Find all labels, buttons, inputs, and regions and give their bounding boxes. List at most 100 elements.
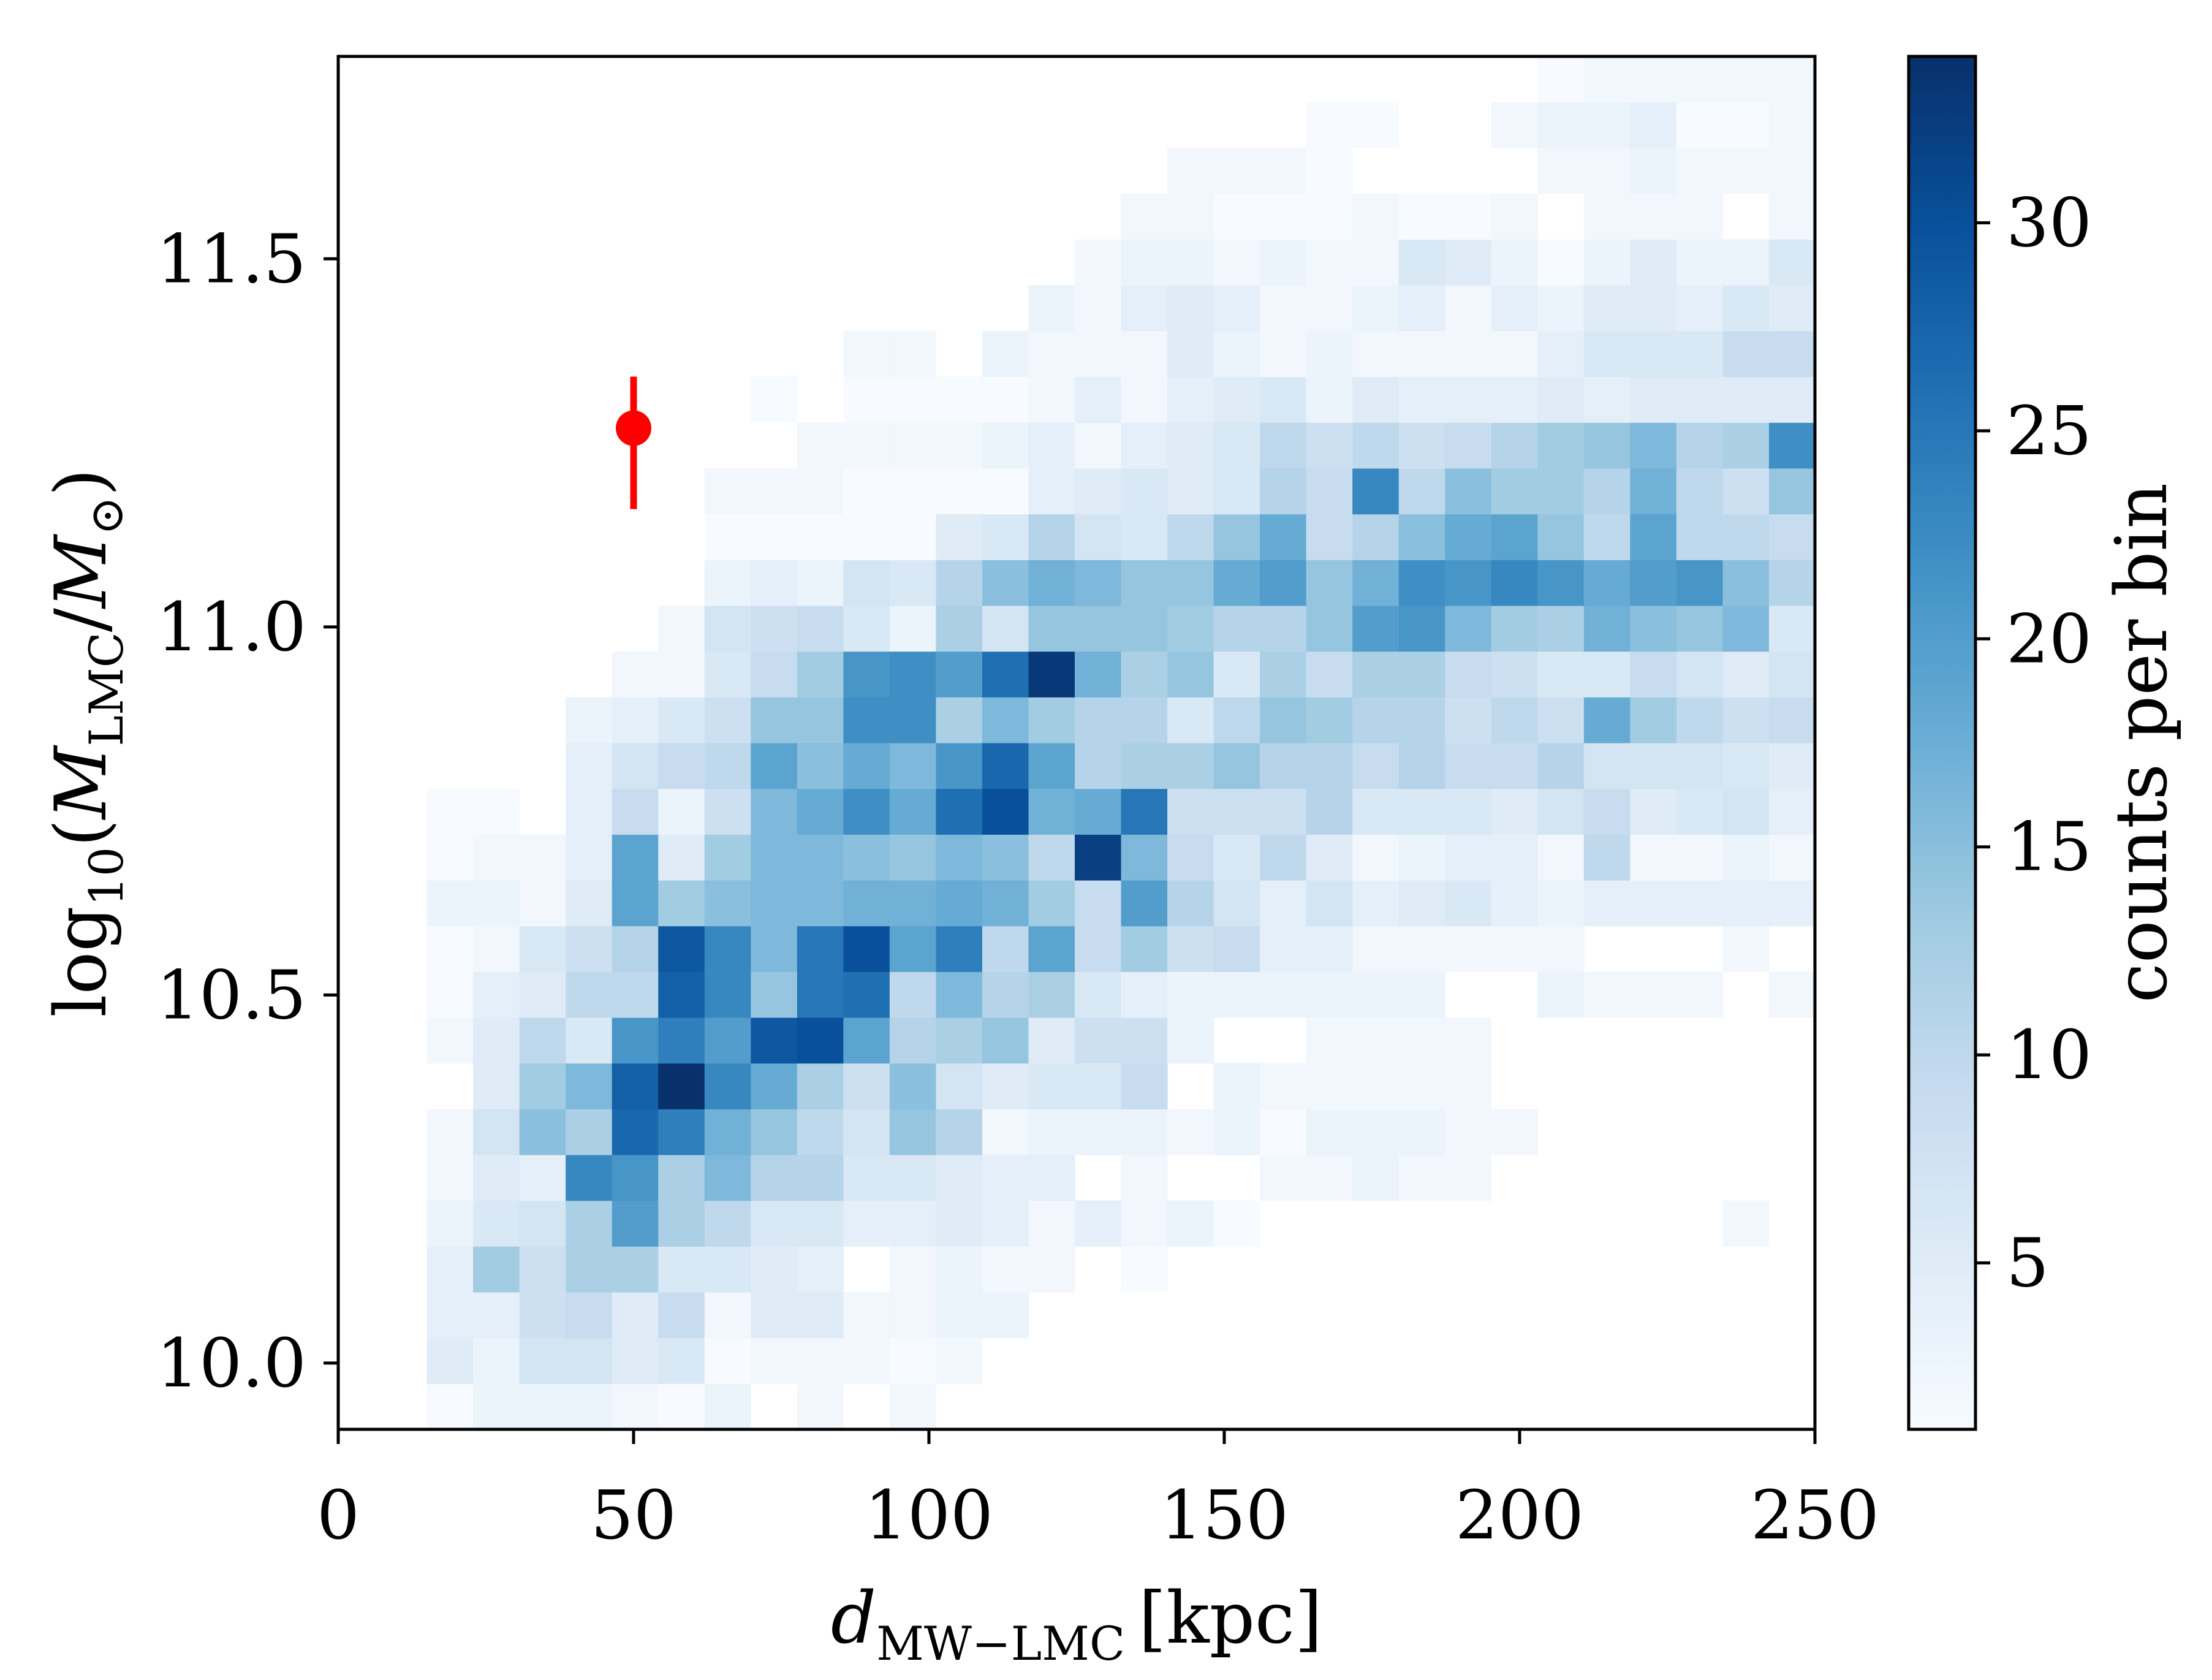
heatmap-cell bbox=[1352, 560, 1400, 606]
heatmap-cell bbox=[751, 376, 798, 423]
heatmap-cell bbox=[1676, 56, 1724, 103]
heatmap-cell bbox=[1583, 285, 1631, 332]
heatmap-cell bbox=[889, 1017, 937, 1064]
y-axis-label-den: M bbox=[40, 533, 123, 609]
y-axis-label-num: M bbox=[40, 744, 123, 820]
heatmap-cell bbox=[751, 1246, 798, 1293]
heatmap-cell bbox=[1121, 422, 1168, 469]
x-tick-label: 50 bbox=[591, 1476, 676, 1554]
heatmap-cell bbox=[473, 971, 520, 1018]
heatmap-cell bbox=[566, 971, 613, 1018]
heatmap-cell bbox=[1491, 834, 1538, 881]
heatmap-cell bbox=[1445, 697, 1492, 743]
y-axis-label-open: ( bbox=[40, 819, 123, 846]
heatmap-cell bbox=[843, 651, 890, 697]
heatmap-cell bbox=[704, 468, 751, 515]
heatmap-cell bbox=[1167, 834, 1214, 881]
heatmap-cell bbox=[426, 788, 474, 835]
heatmap-cell bbox=[751, 1154, 798, 1201]
heatmap-cell bbox=[1445, 926, 1492, 972]
heatmap-cell bbox=[843, 422, 890, 469]
heatmap-cell bbox=[751, 788, 798, 835]
heatmap-cell bbox=[658, 1337, 705, 1384]
heatmap-cell bbox=[658, 834, 705, 881]
heatmap-cell bbox=[982, 1200, 1029, 1247]
heatmap-cell bbox=[1445, 376, 1492, 423]
heatmap-cell bbox=[1630, 148, 1677, 194]
heatmap-cell bbox=[1722, 1200, 1770, 1247]
heatmap-cell bbox=[1167, 926, 1214, 972]
heatmap-cell bbox=[1676, 651, 1724, 697]
heatmap-cell bbox=[426, 1017, 474, 1064]
heatmap-cell bbox=[1722, 834, 1770, 881]
heatmap-cell bbox=[1630, 102, 1677, 148]
heatmap-cell bbox=[889, 971, 937, 1018]
heatmap-cells bbox=[426, 56, 1816, 1430]
heatmap-cell bbox=[612, 834, 659, 881]
heatmap-cell bbox=[889, 926, 937, 972]
x-tick-label: 100 bbox=[865, 1476, 993, 1554]
heatmap-cell bbox=[1306, 193, 1353, 240]
heatmap-cell bbox=[1398, 971, 1445, 1018]
heatmap-cell bbox=[797, 697, 844, 743]
heatmap-cell bbox=[1167, 239, 1214, 286]
heatmap-cell bbox=[1352, 1017, 1400, 1064]
heatmap-cell bbox=[1537, 697, 1585, 743]
heatmap-cell bbox=[1583, 880, 1631, 927]
heatmap-cell bbox=[1398, 926, 1445, 972]
heatmap-cell bbox=[1306, 1063, 1353, 1109]
heatmap-cell bbox=[658, 1200, 705, 1247]
heatmap-cell bbox=[1768, 514, 1816, 560]
colorbar-label: counts per bin bbox=[2100, 483, 2183, 1003]
heatmap-cell bbox=[1352, 285, 1400, 332]
heatmap-cell bbox=[1630, 239, 1677, 286]
heatmap-cell bbox=[982, 468, 1029, 515]
heatmap-cell bbox=[1722, 788, 1770, 835]
heatmap-cell bbox=[1676, 788, 1724, 835]
heatmap-cell bbox=[1491, 422, 1538, 469]
heatmap-cell bbox=[1075, 422, 1122, 469]
heatmap-cell bbox=[473, 788, 520, 835]
heatmap-cell bbox=[843, 1200, 890, 1247]
heatmap-cell bbox=[1676, 742, 1724, 789]
heatmap-cell bbox=[1213, 422, 1260, 469]
heatmap-cell bbox=[1491, 605, 1538, 652]
heatmap-cell bbox=[1028, 834, 1075, 881]
heatmap-cell bbox=[843, 834, 890, 881]
heatmap-cell bbox=[1260, 239, 1307, 286]
heatmap-cell bbox=[612, 926, 659, 972]
heatmap-cell bbox=[1306, 376, 1353, 423]
heatmap-cell bbox=[1306, 834, 1353, 881]
heatmap-cell bbox=[889, 880, 937, 927]
heatmap-cell bbox=[843, 330, 890, 378]
heatmap-cell bbox=[1583, 834, 1631, 881]
heatmap-cell bbox=[797, 1063, 844, 1109]
heatmap-cell bbox=[797, 1200, 844, 1247]
heatmap-cell bbox=[1306, 239, 1353, 286]
heatmap-cell bbox=[1306, 742, 1353, 789]
heatmap-cell bbox=[1028, 880, 1075, 927]
heatmap-cell bbox=[1213, 1063, 1260, 1109]
heatmap-cell bbox=[982, 697, 1029, 743]
heatmap-cell bbox=[1676, 422, 1724, 469]
heatmap-cell bbox=[1306, 285, 1353, 332]
heatmap-cell bbox=[1260, 834, 1307, 881]
heatmap-cell bbox=[1491, 880, 1538, 927]
heatmap-cell bbox=[797, 1291, 844, 1339]
heatmap-cell bbox=[658, 1383, 705, 1430]
heatmap-cell bbox=[1630, 651, 1677, 697]
heatmap-cell bbox=[751, 926, 798, 972]
heatmap-cell bbox=[612, 880, 659, 927]
heatmap-cell bbox=[1352, 1154, 1400, 1201]
heatmap-cell bbox=[797, 422, 844, 469]
heatmap-cell bbox=[1722, 468, 1770, 515]
heatmap-cell bbox=[1352, 834, 1400, 881]
heatmap-cell bbox=[1676, 697, 1724, 743]
heatmap-cell bbox=[1260, 514, 1307, 560]
heatmap-cell bbox=[612, 971, 659, 1018]
heatmap-cell bbox=[1398, 239, 1445, 286]
heatmap-cell bbox=[1352, 605, 1400, 652]
y-tick-label: 11.5 bbox=[156, 219, 306, 298]
heatmap-cell bbox=[566, 1154, 613, 1201]
heatmap-cell bbox=[1398, 651, 1445, 697]
